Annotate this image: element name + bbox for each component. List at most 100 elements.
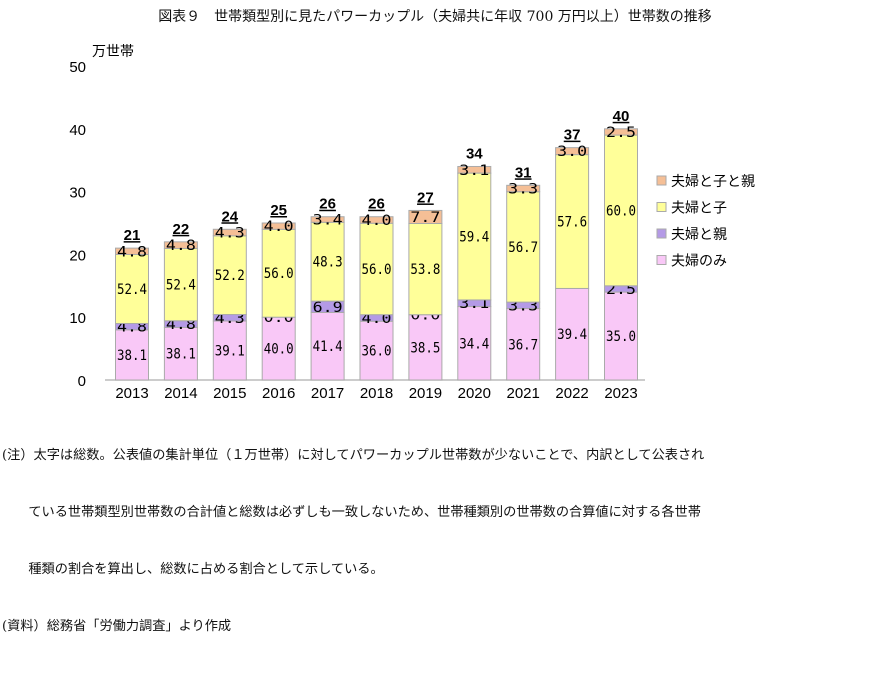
bar-segment (115, 247, 149, 255)
data-label: 36.0 (362, 344, 392, 360)
data-label: 40.0 (264, 342, 294, 358)
data-label: 56.0 (362, 262, 392, 278)
x-tick-label: 2017 (311, 385, 344, 402)
bar-segment (261, 222, 296, 230)
data-label: 4.8 (117, 244, 147, 260)
x-tick-label: 2016 (262, 385, 295, 402)
data-label: 36.7 (508, 337, 538, 353)
bar-segment (359, 216, 394, 224)
y-tick-label: 10 (69, 310, 86, 327)
x-tick-label: 2023 (604, 385, 637, 402)
source-line: (資料）総務省「労働力調査」より作成 (2, 619, 232, 634)
note-line: ている世帯類型別世帯数の合計値と総数は必ずしも一致しないため、世帯種類別の世帯数… (2, 505, 701, 520)
data-label: 59.4 (459, 230, 489, 246)
x-tick-label: 2022 (555, 385, 588, 402)
data-label: 52.2 (215, 268, 245, 284)
x-tick-label: 2020 (458, 385, 491, 402)
legend-swatch (656, 202, 667, 212)
legend-label: 夫婦と親 (671, 226, 727, 243)
data-label: 39.1 (215, 344, 245, 360)
data-label: 3.0 (557, 144, 587, 160)
data-label: 34.4 (459, 336, 489, 352)
bar-segment (261, 228, 296, 318)
bar-segment (457, 165, 492, 174)
bar-segment (261, 316, 296, 381)
bar-segment (115, 253, 149, 324)
data-label: 41.4 (313, 339, 343, 355)
data-label: 4.3 (215, 226, 245, 242)
bar-segment (212, 228, 247, 237)
data-label: 48.3 (313, 255, 343, 271)
data-label: 3.4 (313, 212, 343, 228)
data-label: 56.7 (508, 240, 538, 256)
data-label: 57.6 (557, 215, 587, 231)
bar-segment (359, 320, 394, 381)
x-tick-label: 2013 (115, 385, 148, 402)
data-label: 4.0 (362, 213, 392, 229)
legend-swatch (656, 228, 667, 239)
y-tick-label: 40 (69, 122, 86, 139)
total-label: 37 (564, 127, 581, 144)
x-tick-label: 2021 (507, 385, 540, 402)
y-axis-unit-label: 万世帯 (92, 44, 134, 60)
data-label: 3.1 (459, 163, 489, 179)
bar-segment (310, 311, 345, 381)
y-tick-label: 50 (69, 59, 86, 76)
bar-segment (604, 134, 638, 287)
data-label: 53.8 (410, 262, 440, 278)
bar-segment (212, 320, 247, 381)
total-label: 25 (270, 202, 287, 219)
data-label: 52.4 (166, 278, 196, 294)
data-label: 7.7 (410, 210, 440, 226)
legend-label: 夫婦と子と親 (671, 173, 755, 190)
bar-segment (408, 314, 443, 381)
bar-segment (310, 216, 345, 223)
x-tick-label: 2019 (409, 385, 442, 402)
total-label: 24 (221, 208, 238, 225)
total-label: 22 (173, 221, 190, 238)
data-label: 38.1 (117, 348, 147, 364)
chart-figure: 図表９ 世帯類型別に見たパワーカップル（夫婦共に年収 700 万円以上）世帯数の… (2, 9, 755, 634)
y-tick-label: 30 (69, 185, 86, 202)
bar-segment (115, 329, 149, 381)
bar-segment (604, 128, 638, 136)
data-label: 6.9 (313, 300, 343, 316)
data-label: 4.8 (166, 238, 196, 254)
legend-swatch (656, 175, 667, 186)
total-label: 26 (319, 196, 336, 213)
stacked-bar-chart: 01020304050万世帯201338.14.852.44.821201438… (69, 44, 755, 402)
data-label: 2.5 (606, 125, 636, 141)
note-line: 種類の割合を算出し、総数に占める割合として示している。 (2, 562, 384, 577)
y-tick-label: 0 (78, 373, 86, 390)
x-tick-label: 2018 (360, 385, 393, 402)
bar-segment (163, 326, 198, 381)
bar-segment (506, 191, 541, 303)
data-label: 56.0 (264, 266, 294, 282)
legend-label: 夫婦のみ (671, 253, 727, 270)
data-label: 39.4 (557, 327, 587, 343)
bar-segment (457, 172, 492, 301)
total-label: 40 (613, 108, 630, 125)
bar-segment (408, 209, 443, 224)
bar-segment (604, 291, 638, 381)
bar-segment (359, 222, 394, 316)
total-label: 26 (368, 196, 385, 213)
bar-segment (555, 147, 590, 156)
total-label: 21 (124, 227, 141, 244)
x-tick-label: 2014 (164, 385, 197, 402)
data-label: 52.4 (117, 282, 147, 298)
data-label: 60.0 (606, 203, 636, 219)
total-label: 31 (515, 164, 532, 181)
bar-segment (212, 235, 247, 316)
bar-segment (163, 241, 198, 249)
data-label: 38.5 (410, 340, 440, 356)
data-label: 38.1 (166, 347, 196, 363)
bar-segment (506, 184, 541, 193)
chart-title: 図表９ 世帯類型別に見たパワーカップル（夫婦共に年収 700 万円以上）世帯数の… (158, 9, 712, 25)
bar-segment (555, 287, 590, 381)
total-label: 27 (417, 189, 434, 206)
y-tick-label: 20 (69, 247, 86, 264)
note-line: (注）太字は総数。公表値の集計単位（１万世帯）に対してパワーカップル世帯数が少な… (2, 448, 705, 463)
bar-segment (457, 306, 492, 381)
x-tick-label: 2015 (213, 385, 246, 402)
